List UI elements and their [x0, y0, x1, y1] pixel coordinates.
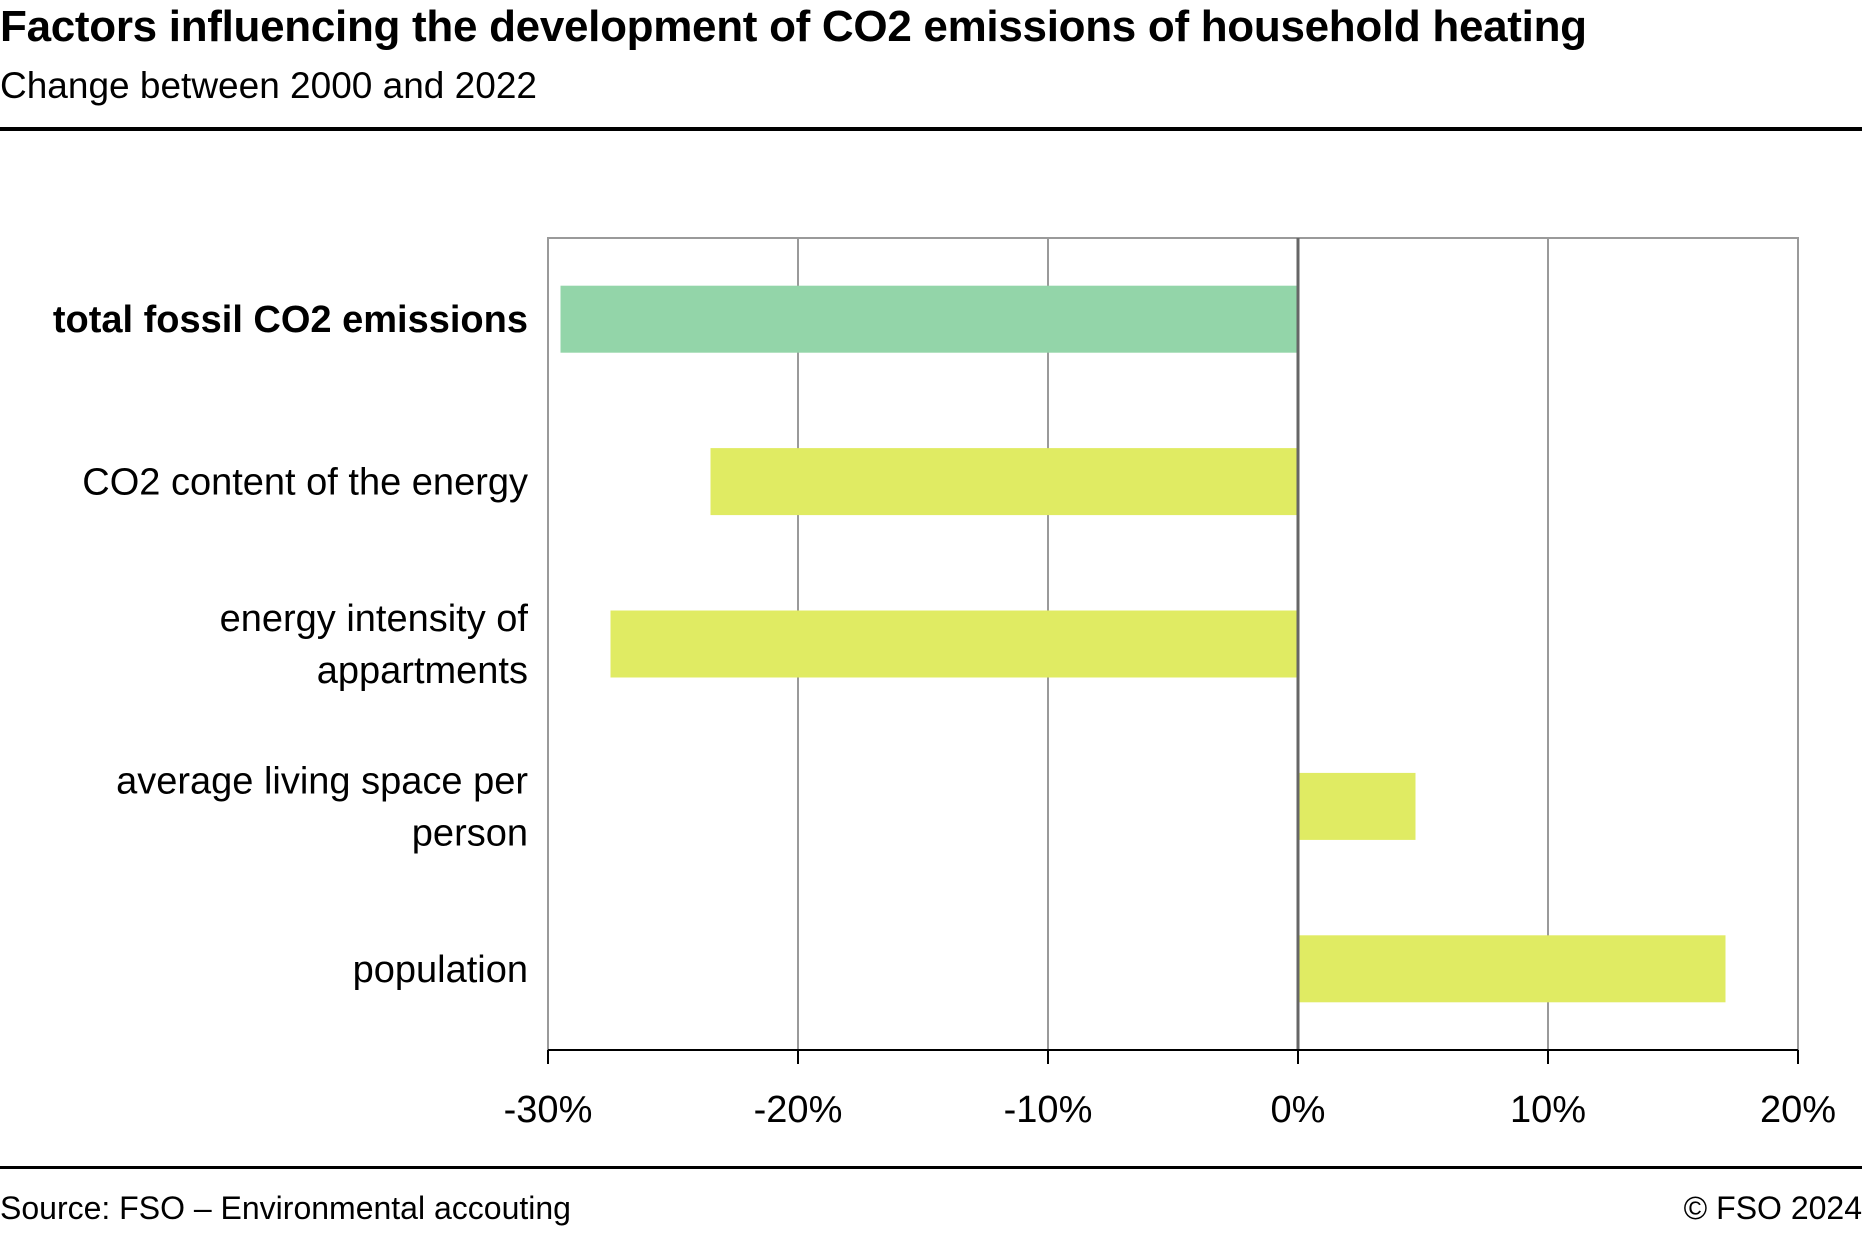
category-label: energy intensity of appartments — [220, 598, 529, 692]
top-divider — [0, 127, 1862, 131]
bottom-divider — [0, 1166, 1862, 1169]
chart-subtitle: Change between 2000 and 2022 — [0, 65, 537, 106]
bar-chart: -30% -20% -10% 0% 10% 20% total fossil CO2 emi… — [53, 237, 1836, 1131]
copyright-note: © FSO 2024 — [1683, 1190, 1862, 1226]
category-label: average living space per person — [116, 760, 528, 854]
category-label: population — [353, 949, 528, 991]
bar — [610, 610, 1298, 678]
x-tick-label: -20% — [754, 1089, 843, 1131]
chart-title: Factors influencing the development of C… — [0, 2, 1587, 51]
category-label: total fossil CO2 emissions — [53, 299, 528, 341]
x-tick-label: 20% — [1760, 1089, 1836, 1131]
x-tick-label: -30% — [504, 1089, 593, 1131]
bar — [560, 285, 1298, 353]
bar — [710, 448, 1298, 516]
x-tick-label: 10% — [1510, 1089, 1586, 1131]
x-tick-label: 0% — [1271, 1089, 1326, 1131]
source-note: Source: FSO – Environmental accouting — [0, 1190, 571, 1226]
bar — [1298, 772, 1416, 840]
x-tick-label: -10% — [1004, 1089, 1093, 1131]
bar — [1298, 935, 1726, 1003]
category-label: CO2 content of the energy — [82, 462, 528, 504]
